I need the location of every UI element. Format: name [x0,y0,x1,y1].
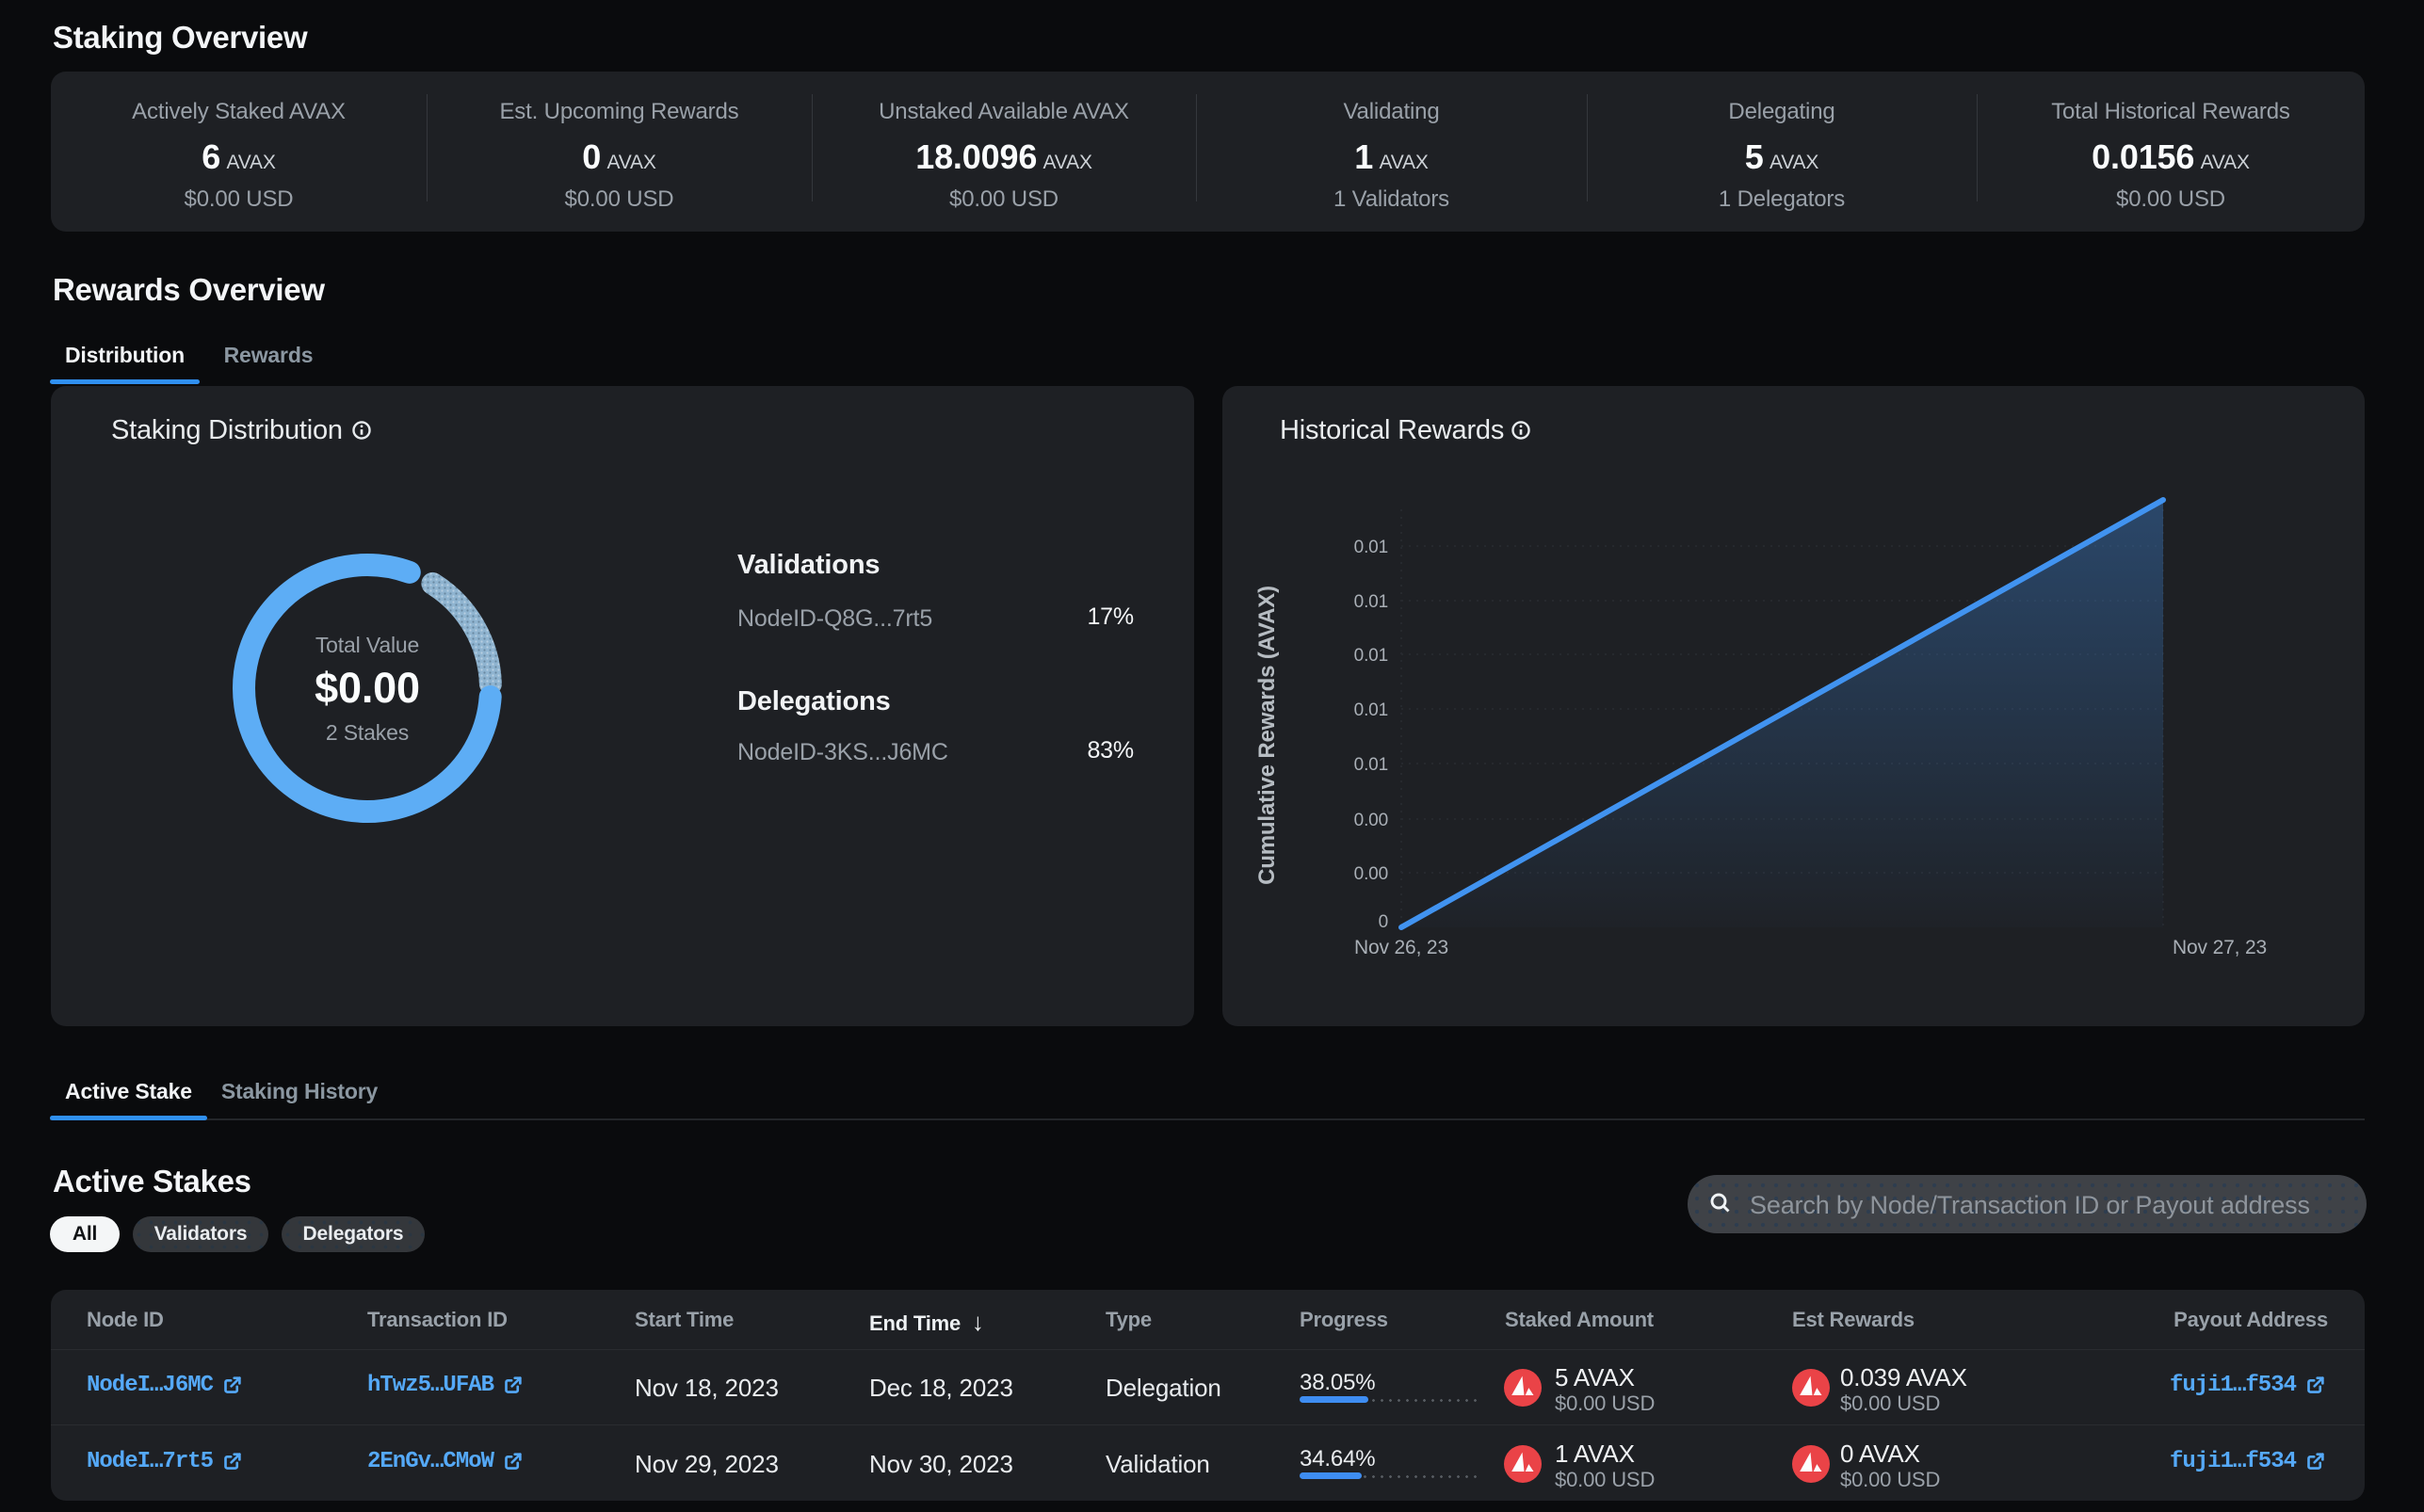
svg-text:Nov 27, 23: Nov 27, 23 [2173,937,2267,958]
svg-text:0.01: 0.01 [1354,592,1388,612]
svg-text:0.01: 0.01 [1354,646,1388,666]
svg-text:0.00: 0.00 [1354,864,1388,884]
svg-text:0.01: 0.01 [1354,700,1388,720]
svg-text:Cumulative Rewards (AVAX): Cumulative Rewards (AVAX) [1254,586,1280,885]
svg-text:0.01: 0.01 [1354,538,1388,557]
svg-text:Nov 26, 23: Nov 26, 23 [1354,937,1448,958]
svg-text:0: 0 [1379,912,1388,932]
svg-text:0.01: 0.01 [1354,755,1388,775]
svg-text:0.00: 0.00 [1354,811,1388,830]
